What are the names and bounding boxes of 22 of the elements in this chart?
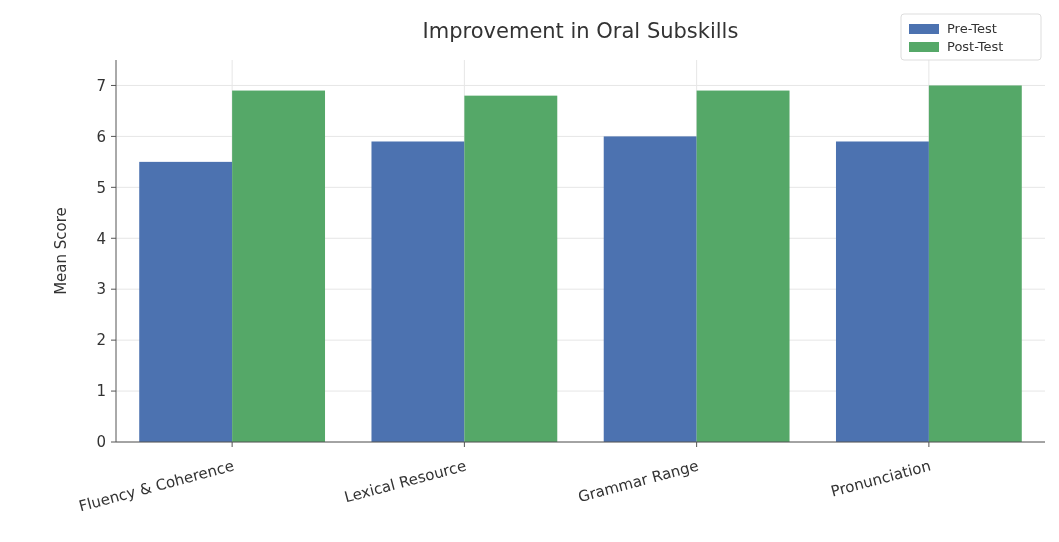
y-tick-label: 1 (96, 382, 106, 401)
y-tick-label: 5 (96, 178, 106, 197)
bar (232, 90, 326, 442)
y-axis-title: Mean Score (52, 207, 70, 295)
bar (928, 85, 1022, 442)
y-tick-label: 2 (96, 331, 106, 350)
y-tick-label: 7 (96, 76, 106, 95)
y-tick-label: 4 (96, 229, 106, 248)
y-tick-label: 3 (96, 280, 106, 299)
legend-label: Post-Test (947, 39, 1004, 54)
bar (139, 161, 233, 442)
chart-title: Improvement in Oral Subskills (422, 19, 739, 43)
bar (696, 90, 790, 442)
bar (835, 141, 929, 442)
bar (603, 136, 697, 442)
legend-label: Pre-Test (947, 21, 997, 36)
y-tick-label: 6 (96, 127, 106, 146)
y-tick-label: 0 (96, 433, 106, 452)
bar (371, 141, 465, 442)
bar (464, 95, 558, 442)
x-tick-label: Grammar Range (576, 456, 701, 507)
x-tick-label: Lexical Resource (342, 456, 469, 507)
